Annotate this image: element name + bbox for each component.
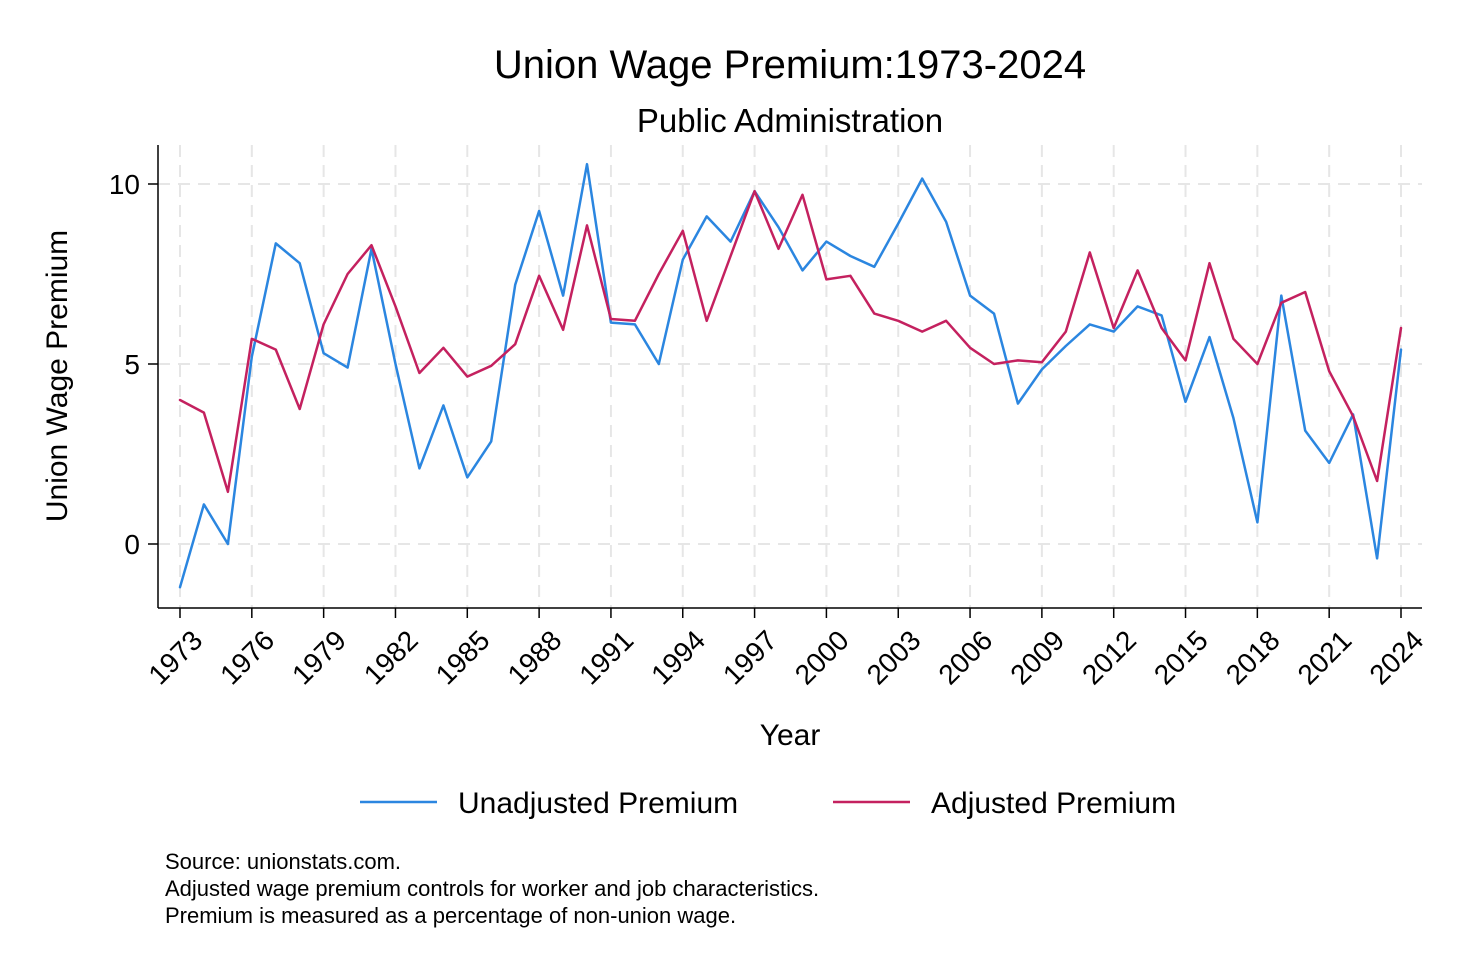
x-tick-label: 1985 <box>430 624 496 690</box>
y-tick-label: 10 <box>109 169 140 200</box>
legend: Unadjusted Premium Adjusted Premium <box>360 787 1176 820</box>
x-tick-label: 1988 <box>502 624 568 690</box>
x-tick-label: 1979 <box>286 624 352 690</box>
y-axis-title: Union Wage Premium <box>41 230 74 522</box>
measurement-note: Premium is measured as a percentage of n… <box>165 903 737 928</box>
x-tick-label: 1991 <box>573 624 639 690</box>
x-tick-label: 2015 <box>1148 624 1214 690</box>
unadjusted-premium-line <box>178 162 1403 589</box>
legend-label-unadjusted: Unadjusted Premium <box>458 787 738 820</box>
x-tick-label: 2012 <box>1076 624 1142 690</box>
y-tick-label: 0 <box>124 529 140 560</box>
legend-label-adjusted: Adjusted Premium <box>931 787 1176 820</box>
x-tick-label: 1994 <box>645 624 711 690</box>
x-tick-label: 1976 <box>214 624 280 690</box>
adjustment-note: Adjusted wage premium controls for worke… <box>165 876 820 901</box>
x-tick-label: 1982 <box>358 624 424 690</box>
series-lines <box>178 162 1403 589</box>
chart-subtitle: Public Administration <box>637 102 943 139</box>
x-tick-label: 1973 <box>142 624 208 690</box>
chart-title: Union Wage Premium:1973-2024 <box>494 43 1086 87</box>
adjusted-premium-line <box>178 189 1403 494</box>
x-tick-label: 2000 <box>789 624 855 690</box>
x-tick-label: 2024 <box>1363 624 1429 690</box>
x-tick-label: 1997 <box>717 624 783 690</box>
x-tick-label: 2021 <box>1292 624 1358 690</box>
x-axis-title: Year <box>760 719 821 752</box>
source-note: Source: unionstats.com. <box>165 849 402 874</box>
x-tick-label: 2003 <box>861 624 927 690</box>
x-tick-label: 2018 <box>1220 624 1286 690</box>
grid-lines <box>158 145 1422 608</box>
y-tick-label: 5 <box>124 349 140 380</box>
x-tick-label: 2009 <box>1004 624 1070 690</box>
x-tick-label: 2006 <box>932 624 998 690</box>
